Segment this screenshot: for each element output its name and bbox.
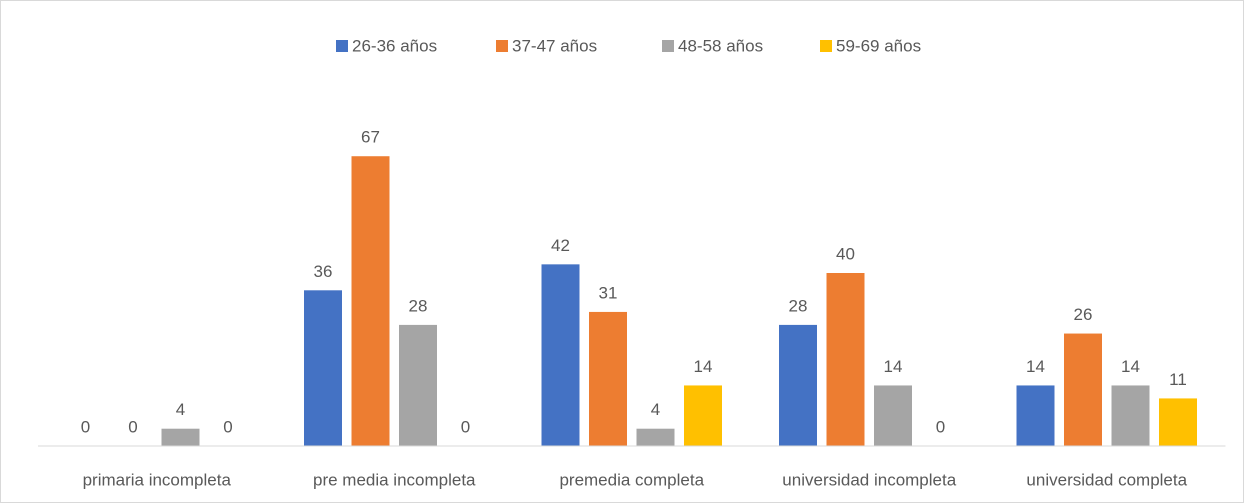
bar (826, 273, 865, 446)
data-label: 0 (223, 417, 232, 436)
data-label: 14 (884, 357, 903, 376)
bar (351, 156, 390, 446)
data-label: 28 (789, 296, 808, 315)
data-label: 42 (551, 236, 570, 255)
bar (304, 290, 342, 446)
x-tick-label: universidad completa (1026, 470, 1187, 489)
bar (779, 324, 817, 446)
data-label: 26 (1074, 305, 1093, 324)
bar (1016, 385, 1055, 446)
data-label: 0 (128, 417, 137, 436)
x-tick-label: universidad incompleta (782, 470, 956, 489)
x-tick-label: premedia completa (559, 470, 704, 489)
data-label: 14 (1026, 357, 1045, 376)
data-label: 4 (651, 400, 660, 419)
data-label: 11 (1169, 370, 1187, 389)
legend-label: 37-47 años (512, 36, 597, 55)
data-label: 67 (361, 128, 380, 147)
data-label: 28 (409, 296, 428, 315)
legend-label: 59-69 años (836, 36, 921, 55)
data-label: 40 (836, 244, 855, 263)
bar (541, 264, 580, 446)
data-label: 31 (599, 283, 618, 302)
data-label: 14 (1121, 357, 1140, 376)
bar (874, 385, 912, 446)
bar (399, 324, 437, 446)
data-label: 14 (694, 357, 713, 376)
legend-swatch (662, 40, 674, 52)
bar (1159, 398, 1197, 446)
bar (161, 428, 200, 446)
legend-swatch (820, 40, 832, 52)
x-tick-label: pre media incompleta (313, 470, 476, 489)
bar (1064, 333, 1102, 446)
data-label: 0 (461, 417, 470, 436)
data-label: 4 (176, 400, 185, 419)
data-label: 36 (314, 262, 333, 281)
legend-swatch (336, 40, 348, 52)
legend-swatch (496, 40, 508, 52)
x-tick-label: primaria incompleta (83, 470, 232, 489)
bar (684, 385, 722, 446)
bar (636, 428, 675, 446)
data-label: 0 (936, 417, 945, 436)
bar (589, 311, 627, 446)
legend-label: 48-58 años (678, 36, 763, 55)
bar (1111, 385, 1150, 446)
legend-label: 26-36 años (352, 36, 437, 55)
data-label: 0 (81, 417, 90, 436)
